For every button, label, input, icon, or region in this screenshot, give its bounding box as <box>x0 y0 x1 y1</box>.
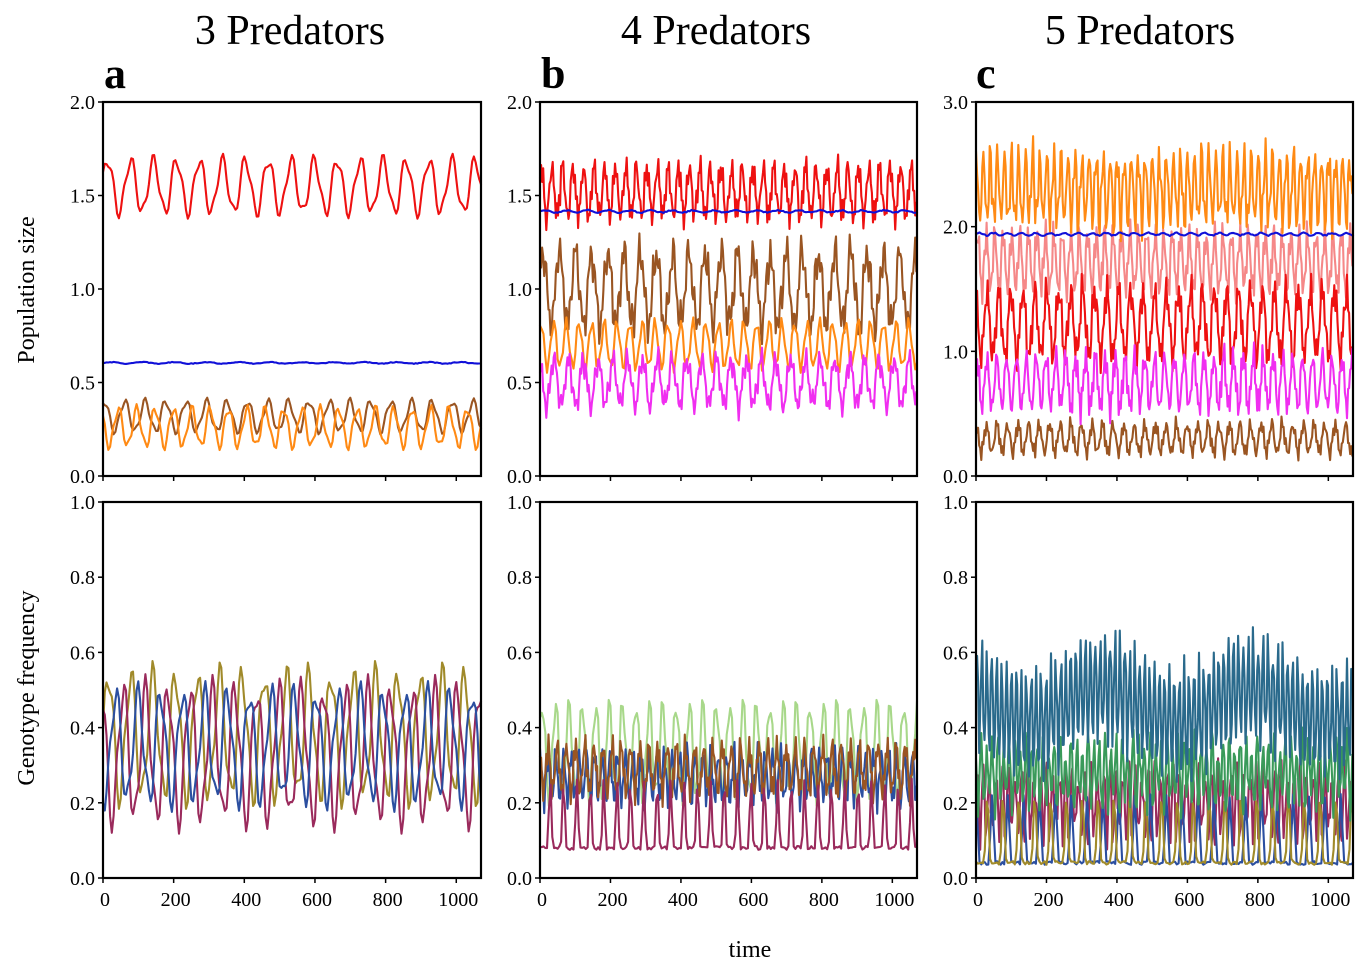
series-line-blue <box>538 208 919 214</box>
series-line-red <box>538 153 918 232</box>
x-tick-label: 800 <box>373 889 403 911</box>
chart-panel-geno-5: 0.0 0.2 0.4 0.6 0.8 1.0 0 200 400 600 800 1000 <box>943 492 1355 911</box>
plot-frame <box>538 500 919 880</box>
y-tick-label: 0.0 <box>507 466 532 488</box>
series-line-blue <box>974 231 1355 238</box>
x-tick-label: 200 <box>597 889 627 911</box>
chart-panel-geno-3: 0.0 0.2 0.4 0.6 0.8 1.0 0 200 400 600 800 1000 <box>70 492 483 911</box>
y-tick-label: 0.8 <box>507 567 532 589</box>
series-line-orange <box>538 316 919 374</box>
series-line-maroon <box>101 673 483 835</box>
y-tick-label: 0.0 <box>507 868 532 890</box>
y-tick-label: 0.5 <box>507 373 532 395</box>
x-axis-label-time: time <box>729 937 772 963</box>
y-tick-label: 0.8 <box>943 567 968 589</box>
panel-letter-c: c <box>976 49 996 98</box>
x-tick-label: 600 <box>738 889 768 911</box>
y-tick-label: 3.0 <box>943 92 968 114</box>
series-line-brown <box>101 396 483 436</box>
series-line-brown <box>974 415 1354 462</box>
x-tick-label: 800 <box>809 889 839 911</box>
y-tick-label: 1.0 <box>943 341 968 363</box>
plot-frame <box>974 500 1355 880</box>
chart-panel-pop-5: 0.0 1.0 2.0 3.0 <box>943 92 1355 488</box>
panel-letter-a: a <box>104 49 126 98</box>
panels-group: 0.0 0.5 1.0 1.5 2.0 0.0 0.5 1.0 1.5 2.0 0.0 1.0 2.0 3… <box>70 92 1355 911</box>
y-tick-label: 0.0 <box>70 466 95 488</box>
y-tick-label: 0.4 <box>70 718 95 740</box>
y-tick-label: 1.5 <box>70 186 95 208</box>
y-tick-label: 2.0 <box>943 217 968 239</box>
series-line-magenta <box>974 341 1354 426</box>
y-tick-label: 0.2 <box>70 793 95 815</box>
x-tick-label: 1000 <box>438 889 478 911</box>
y-tick-label: 0.4 <box>507 718 532 740</box>
y-tick-label: 0.2 <box>507 793 532 815</box>
y-tick-label: 1.5 <box>507 186 532 208</box>
y-tick-label: 2.0 <box>507 92 532 114</box>
series-line-salmon <box>974 218 1354 306</box>
series-line-olive <box>974 799 1355 866</box>
plot-frame <box>101 500 483 880</box>
chart-panel-pop-4: 0.0 0.5 1.0 1.5 2.0 <box>507 92 919 488</box>
series-line-red <box>101 152 483 220</box>
column-title-5-predators: 5 Predators <box>1045 8 1235 54</box>
y-tick-label: 1.0 <box>507 279 532 301</box>
x-tick-label: 0 <box>537 889 547 911</box>
x-tick-label: 600 <box>1174 889 1204 911</box>
y-tick-label: 0.0 <box>943 466 968 488</box>
plot-frame <box>974 100 1355 478</box>
x-tick-label: 600 <box>302 889 332 911</box>
x-tick-label: 400 <box>231 889 261 911</box>
x-tick-label: 1000 <box>1310 889 1350 911</box>
series-line-brown <box>538 232 918 346</box>
series-line-blue <box>101 360 483 365</box>
y-tick-label: 0.0 <box>943 868 968 890</box>
x-tick-label: 200 <box>1033 889 1063 911</box>
series-line-olive <box>101 660 483 810</box>
x-tick-label: 400 <box>1104 889 1134 911</box>
y-tick-label: 1.0 <box>70 492 95 514</box>
y-tick-label: 0.2 <box>943 793 968 815</box>
series-line-brown <box>538 733 918 809</box>
column-title-3-predators: 3 Predators <box>195 8 385 54</box>
y-tick-label: 0.6 <box>70 642 95 664</box>
y-tick-label: 0.4 <box>943 718 968 740</box>
y-tick-label: 1.0 <box>507 492 532 514</box>
x-tick-label: 0 <box>100 889 110 911</box>
series-line-teal <box>974 626 1354 783</box>
y-tick-label: 2.0 <box>70 92 95 114</box>
column-title-4-predators: 4 Predators <box>621 8 811 54</box>
x-tick-label: 0 <box>973 889 983 911</box>
panel-letter-b: b <box>541 49 565 98</box>
series-line-red <box>974 272 1354 375</box>
y-tick-label: 0.6 <box>943 642 968 664</box>
y-tick-label: 0.0 <box>70 868 95 890</box>
x-tick-label: 200 <box>161 889 191 911</box>
y-axis-label-genotype-frequency: Genotype frequency <box>14 590 40 785</box>
x-tick-label: 800 <box>1245 889 1275 911</box>
series-line-orange <box>101 403 483 452</box>
chart-panel-pop-3: 0.0 0.5 1.0 1.5 2.0 <box>70 92 483 488</box>
y-tick-label: 0.8 <box>70 567 95 589</box>
y-axis-label-population-size: Population size <box>14 216 40 363</box>
y-tick-label: 1.0 <box>943 492 968 514</box>
x-tick-label: 400 <box>668 889 698 911</box>
x-tick-label: 1000 <box>874 889 914 911</box>
y-tick-label: 0.6 <box>507 642 532 664</box>
series-line-maroon <box>538 777 919 851</box>
series-line-green <box>974 726 1354 822</box>
y-tick-label: 0.5 <box>70 373 95 395</box>
series-line-navy <box>101 680 483 813</box>
series-line-orange <box>974 135 1354 243</box>
chart-panel-geno-4: 0.0 0.2 0.4 0.6 0.8 1.0 0 200 400 600 800 1000 <box>507 492 919 911</box>
series-line-magenta <box>538 346 918 422</box>
y-tick-label: 1.0 <box>70 279 95 301</box>
